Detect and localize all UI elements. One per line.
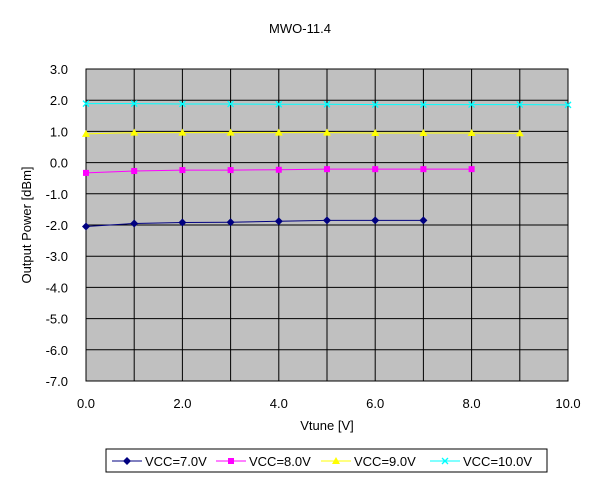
data-point: [372, 166, 379, 173]
legend-label: VCC=7.0V: [145, 454, 207, 469]
data-point: [82, 129, 90, 137]
legend-label: VCC=8.0V: [249, 454, 311, 469]
legend-marker: [123, 457, 131, 465]
legend-marker: [332, 457, 340, 464]
data-point: [226, 128, 235, 136]
x-axis-label: Vtune [V]: [300, 418, 353, 433]
data-point: [130, 100, 138, 108]
data-point: [178, 100, 186, 108]
data-point: [82, 100, 90, 108]
y-tick-label: 0.0: [50, 156, 68, 171]
legend-marker: [228, 458, 234, 464]
data-point: [564, 101, 572, 109]
y-tick-label: 3.0: [50, 62, 68, 77]
data-point: [324, 166, 330, 173]
data-point: [178, 128, 187, 136]
legend-entry: VCC=9.0V: [321, 454, 416, 469]
x-tick-label: 6.0: [366, 396, 384, 411]
y-tick-label: -5.0: [46, 312, 68, 327]
series-0: [82, 216, 428, 231]
data-point: [323, 100, 331, 108]
x-tick-label: 0.0: [77, 396, 95, 411]
legend-entry: VCC=10.0V: [430, 454, 532, 469]
data-point: [227, 100, 235, 108]
y-tick-label: -2.0: [46, 218, 68, 233]
series-1: [83, 166, 475, 176]
data-point: [83, 169, 89, 176]
legend-entry: VCC=8.0V: [216, 454, 311, 469]
y-tick-label: 2.0: [50, 93, 68, 108]
y-axis-label: Output Power [dBm]: [19, 166, 34, 283]
data-point: [227, 167, 234, 174]
data-point: [226, 218, 235, 227]
y-tick-label: -4.0: [46, 280, 68, 295]
series-line: [85, 132, 520, 135]
data-point: [323, 128, 331, 136]
data-point: [323, 216, 331, 225]
legend-label: VCC=10.0V: [463, 454, 532, 469]
y-tick-label: -7.0: [46, 374, 68, 389]
data-point: [82, 222, 90, 231]
data-point: [178, 218, 187, 227]
data-point: [419, 216, 428, 225]
grid-lines: [85, 68, 569, 382]
data-point: [467, 128, 476, 136]
y-tick-label: -6.0: [46, 343, 68, 358]
data-point: [419, 101, 427, 109]
data-point: [275, 166, 282, 173]
x-tick-label: 10.0: [555, 396, 580, 411]
y-tick-label: -1.0: [46, 187, 68, 202]
data-point: [468, 101, 476, 109]
data-series: [82, 100, 572, 231]
chart-title: MWO-11.4: [269, 21, 331, 36]
series-2: [82, 128, 524, 137]
axes: 3.0 2.0 1.0 0.0 -1.0 -2.0 -3.0 -4.0 -5.0 -6.0 -7.0…: [46, 62, 581, 411]
data-point: [130, 219, 139, 228]
legend-label: VCC=9.0V: [354, 454, 416, 469]
data-point: [130, 128, 139, 136]
data-point: [131, 168, 138, 175]
data-point: [419, 128, 428, 136]
data-point: [274, 128, 283, 136]
x-tick-label: 4.0: [270, 396, 288, 411]
series-line: [85, 219, 424, 228]
data-point: [179, 167, 186, 174]
data-point: [371, 101, 379, 109]
y-tick-label: 1.0: [50, 124, 68, 139]
legend: VCC=7.0V VCC=8.0V VCC=9.0V VCC=10.0V: [105, 448, 548, 473]
data-point: [468, 166, 475, 173]
data-point: [274, 217, 283, 226]
data-point: [420, 166, 427, 173]
legend-entry: VCC=7.0V: [112, 454, 207, 469]
data-point: [371, 216, 380, 225]
legend-marker: [441, 457, 449, 465]
data-point: [516, 101, 524, 109]
data-point: [515, 129, 524, 137]
x-tick-label: 2.0: [173, 396, 191, 411]
data-point: [371, 128, 380, 136]
x-tick-label: 8.0: [463, 396, 481, 411]
data-point: [275, 100, 283, 108]
series-3: [82, 100, 572, 109]
y-tick-label: -3.0: [46, 249, 68, 264]
